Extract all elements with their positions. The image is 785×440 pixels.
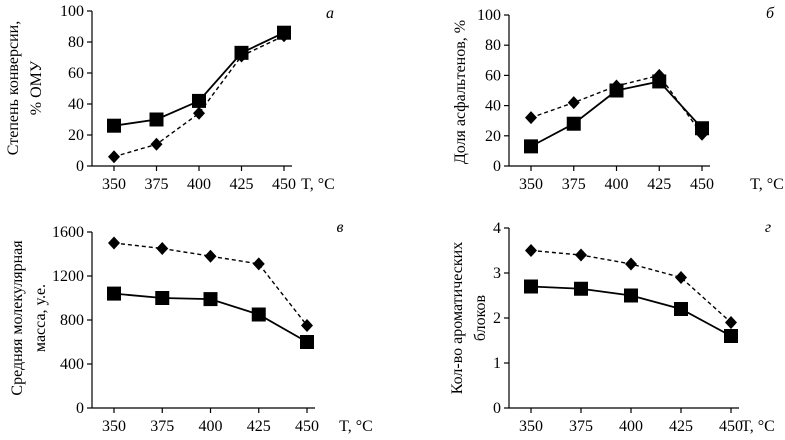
y-tick-label: 40 bbox=[485, 98, 501, 115]
x-axis-label: T, °C bbox=[301, 176, 335, 193]
y-axis-label: Кол-во ароматических bbox=[449, 242, 466, 394]
panel-letter: а bbox=[326, 5, 334, 22]
panel-3: 0 400 800 1200 1600 350 375 400 425 450 T, °C Средн… bbox=[9, 219, 373, 435]
diamond-marker bbox=[525, 244, 537, 257]
diamond-marker bbox=[625, 257, 637, 271]
diamond-marker bbox=[567, 96, 580, 110]
x-tick-label: 375 bbox=[145, 176, 169, 193]
y-tick-label: 100 bbox=[60, 3, 84, 20]
y-tick-label: 80 bbox=[485, 37, 501, 54]
x-tick-label: 400 bbox=[605, 176, 629, 193]
square-marker bbox=[674, 302, 688, 316]
x-tick-label: 425 bbox=[669, 418, 693, 435]
square-marker bbox=[107, 118, 121, 133]
y-tick-label: 4 bbox=[493, 220, 501, 237]
y-axis-label: масса, у.е. bbox=[32, 284, 49, 352]
square-marker bbox=[251, 307, 266, 322]
diamond-marker bbox=[301, 319, 313, 332]
diamond-marker bbox=[725, 316, 737, 329]
series-line-2 bbox=[113, 35, 285, 158]
x-tick-label: 350 bbox=[102, 418, 126, 435]
y-axis-label: Доля асфальтенов, % bbox=[452, 20, 469, 164]
diamond-marker bbox=[108, 236, 120, 250]
x-tick-label: 400 bbox=[199, 418, 223, 435]
y-tick-label: 0 bbox=[76, 400, 84, 417]
y-tick-label: 0 bbox=[493, 400, 501, 417]
panel-letter: б bbox=[766, 5, 775, 22]
x-tick-label: 400 bbox=[619, 418, 643, 435]
y-axis-label: Средняя молекулярная bbox=[9, 240, 26, 396]
square-marker bbox=[300, 335, 314, 349]
x-tick-label: 375 bbox=[562, 176, 586, 193]
diamond-marker bbox=[108, 150, 120, 164]
square-marker bbox=[724, 329, 738, 343]
square-marker bbox=[277, 25, 291, 40]
x-tick-label: 425 bbox=[230, 176, 254, 193]
y-tick-label: 3 bbox=[493, 265, 501, 282]
diamond-marker bbox=[150, 137, 163, 151]
diamond-marker bbox=[252, 257, 265, 271]
y-tick-label: 1600 bbox=[52, 224, 84, 241]
panel-2: 0 20 40 60 80 100 350 375 400 425 450 T, °C Доля асф… bbox=[452, 5, 784, 193]
y-tick-label: 2 bbox=[493, 310, 501, 327]
diamond-marker bbox=[575, 248, 587, 262]
y-axis-label: Степень конверсии, bbox=[5, 21, 22, 155]
x-tick-label: 350 bbox=[102, 176, 126, 193]
x-axis-label: T, °C bbox=[741, 418, 775, 435]
square-marker bbox=[107, 286, 121, 301]
x-tick-label: 450 bbox=[272, 176, 296, 193]
diamond-marker bbox=[156, 242, 169, 255]
y-tick-label: 1 bbox=[493, 355, 501, 372]
square-marker bbox=[524, 139, 538, 154]
square-marker bbox=[192, 93, 206, 108]
square-marker bbox=[566, 116, 581, 131]
y-tick-label: 40 bbox=[68, 96, 84, 113]
x-tick-label: 450 bbox=[690, 176, 714, 193]
y-tick-label: 60 bbox=[68, 65, 84, 82]
y-tick-label: 0 bbox=[493, 158, 501, 175]
x-tick-label: 450 bbox=[295, 418, 319, 435]
panel-1: 0 20 40 60 80 100 350 375 400 425 450 T, °C Степень … bbox=[5, 3, 335, 193]
x-tick-label: 400 bbox=[187, 176, 211, 193]
x-tick-label: 375 bbox=[150, 418, 174, 435]
square-marker bbox=[695, 121, 709, 136]
y-tick-label: 1200 bbox=[52, 268, 84, 285]
x-axis-label: T, °C bbox=[339, 418, 373, 435]
panel-letter: г bbox=[765, 219, 771, 236]
square-marker bbox=[624, 288, 638, 303]
diamond-marker bbox=[204, 249, 217, 263]
square-marker bbox=[609, 83, 624, 98]
y-tick-label: 100 bbox=[477, 7, 501, 24]
panel-letter: в bbox=[337, 219, 344, 236]
y-axis-label: блоков bbox=[472, 294, 489, 341]
y-tick-label: 80 bbox=[68, 34, 84, 51]
x-axis-label: T, °C bbox=[750, 176, 784, 193]
x-tick-label: 375 bbox=[569, 418, 593, 435]
y-tick-label: 60 bbox=[485, 67, 501, 84]
square-marker bbox=[149, 112, 164, 127]
square-marker bbox=[524, 279, 538, 294]
y-axis-label: % ОМУ bbox=[28, 60, 45, 115]
square-marker bbox=[155, 291, 170, 305]
diamond-marker bbox=[525, 111, 537, 125]
square-marker bbox=[234, 45, 249, 60]
diamond-marker bbox=[675, 271, 687, 284]
y-tick-label: 0 bbox=[76, 158, 84, 175]
square-marker bbox=[203, 292, 218, 307]
y-tick-label: 20 bbox=[485, 128, 501, 145]
x-tick-label: 425 bbox=[247, 418, 271, 435]
diamond-marker bbox=[193, 106, 205, 120]
y-tick-label: 20 bbox=[68, 127, 84, 144]
x-tick-label: 450 bbox=[719, 418, 743, 435]
x-tick-label: 350 bbox=[519, 176, 543, 193]
square-marker bbox=[574, 281, 588, 296]
x-tick-label: 425 bbox=[647, 176, 671, 193]
square-marker bbox=[652, 74, 667, 89]
y-tick-label: 800 bbox=[60, 312, 84, 329]
y-tick-label: 400 bbox=[60, 356, 84, 373]
x-tick-label: 350 bbox=[519, 418, 543, 435]
